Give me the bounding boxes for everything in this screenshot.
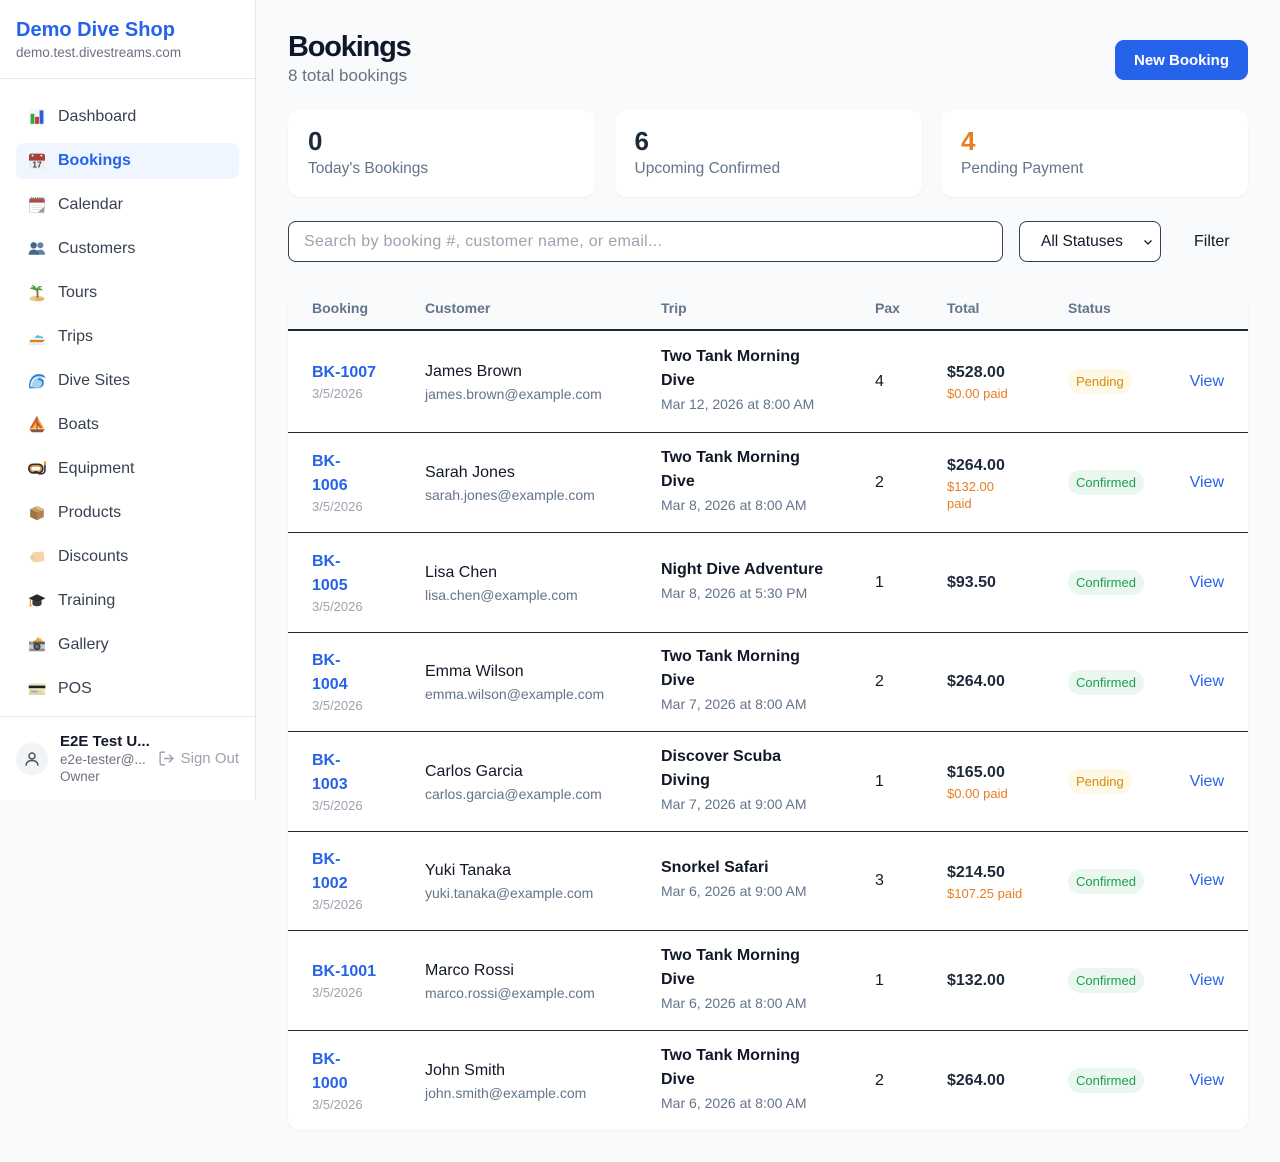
svg-text:17: 17 <box>32 159 42 169</box>
